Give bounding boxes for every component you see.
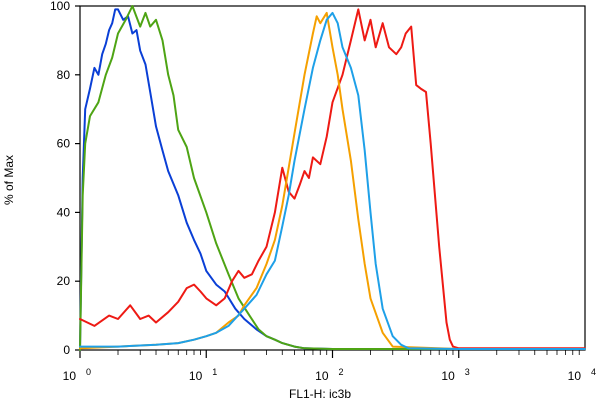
x-tick-base: 10 xyxy=(315,369,329,383)
x-tick-exponent: 1 xyxy=(212,367,217,377)
x-tick-label: 10 3 xyxy=(441,367,469,383)
y-axis: 0 20 40 60 80 100 xyxy=(50,0,80,357)
y-tick-label: 60 xyxy=(57,137,71,151)
x-tick-exponent: 3 xyxy=(465,367,470,377)
x-tick-exponent: 2 xyxy=(339,367,344,377)
x-tick-exponent: 0 xyxy=(86,367,91,377)
y-tick-label: 20 xyxy=(57,274,71,288)
plot-area xyxy=(79,5,586,351)
y-tick-label: 40 xyxy=(57,205,71,219)
x-tick-label: 10 0 xyxy=(63,367,91,383)
x-axis: 10 0 10 1 10 2 10 3 10 4 xyxy=(63,350,596,383)
x-tick-base: 10 xyxy=(568,369,582,383)
x-tick-base: 10 xyxy=(63,369,77,383)
y-tick-label: 80 xyxy=(57,68,71,82)
series-line-2 xyxy=(79,5,586,351)
y-axis-title: % of Max xyxy=(2,155,16,205)
x-tick-label: 10 4 xyxy=(568,367,596,383)
series-group xyxy=(79,5,586,351)
x-tick-exponent: 4 xyxy=(591,367,596,377)
y-tick-label: 0 xyxy=(63,343,70,357)
x-tick-base: 10 xyxy=(189,369,203,383)
y-tick-label: 100 xyxy=(50,0,70,13)
series-line-5 xyxy=(79,11,586,350)
x-tick-label: 10 2 xyxy=(315,367,343,383)
x-tick-label: 10 1 xyxy=(189,367,217,383)
x-tick-base: 10 xyxy=(441,369,455,383)
x-axis-title: FL1-H: ic3b xyxy=(289,387,351,401)
series-line-3 xyxy=(79,8,586,350)
